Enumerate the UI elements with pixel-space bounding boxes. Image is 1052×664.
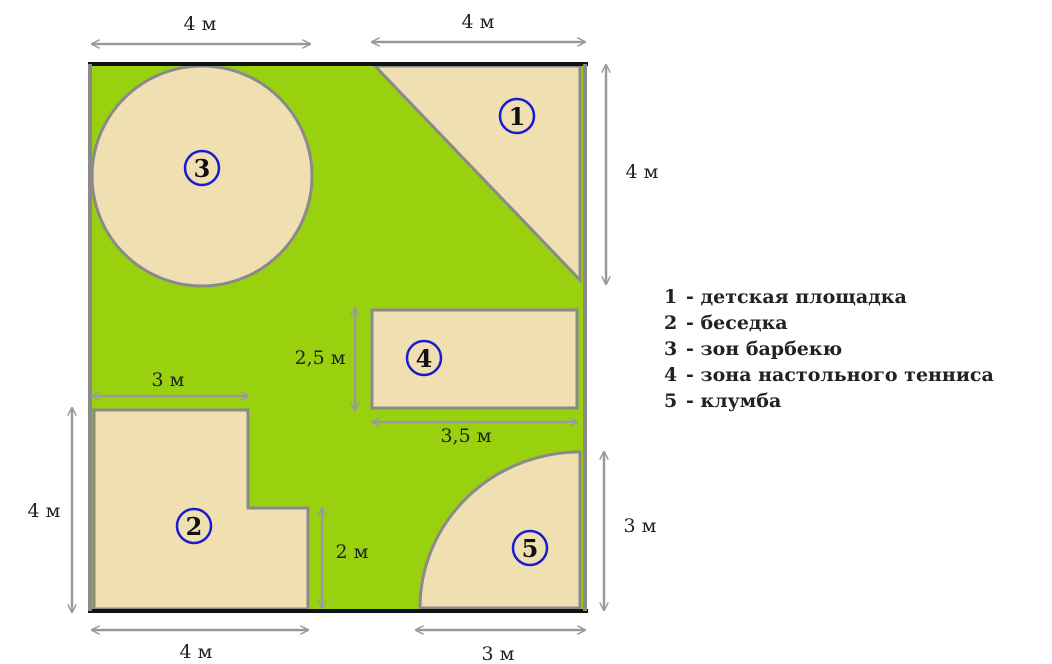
legend-number: 4 — [664, 364, 678, 386]
marker-zone-1: 1 — [498, 97, 536, 135]
marker-label: 2 — [186, 512, 203, 541]
dim-bottom-right-label: 3 м — [482, 643, 515, 664]
dim-gazebo-top-label: 3 м — [152, 369, 185, 391]
marker-zone-5: 5 — [511, 529, 549, 567]
marker-label: 1 — [509, 102, 526, 131]
dim-right-upper-label: 4 м — [626, 161, 659, 183]
zone-flowerbed — [418, 450, 582, 610]
dim-top-left-label: 4 м — [184, 13, 217, 35]
legend-number: 1 — [664, 286, 678, 308]
marker-zone-3: 3 — [183, 149, 221, 187]
dim-table-width-label: 3,5 м — [440, 425, 491, 447]
legend-item: 2 - беседка — [664, 310, 994, 336]
legend-text: - детская площадка — [686, 286, 907, 308]
dim-table-height-label: 2,5 м — [294, 347, 345, 369]
marker-zone-4: 4 — [405, 339, 443, 377]
legend-text: - зона настольного тенниса — [686, 364, 994, 386]
marker-label: 3 — [194, 154, 211, 183]
legend-item: 3 - зон барбекю — [664, 336, 994, 362]
dim-gazebo-left-label: 4 м — [28, 500, 61, 522]
marker-zone-2: 2 — [175, 507, 213, 545]
marker-label: 4 — [416, 344, 433, 373]
dim-gazebo-step-label: 2 м — [336, 541, 369, 563]
dim-right-lower-label: 3 м — [624, 515, 657, 537]
marker-label: 5 — [522, 534, 539, 563]
legend-text: - беседка — [686, 312, 788, 334]
legend-number: 2 — [664, 312, 678, 334]
zone-table-tennis — [370, 308, 579, 410]
legend-item: 1 - детская площадка — [664, 284, 994, 310]
legend-text: - зон барбекю — [686, 338, 843, 360]
dim-top-right-label: 4 м — [462, 11, 495, 33]
legend-item: 5 - клумба — [664, 388, 994, 414]
legend-number: 3 — [664, 338, 678, 360]
dim-bottom-left-label: 4 м — [180, 641, 213, 663]
legend-text: - клумба — [686, 390, 782, 412]
legend-item: 4 - зона настольного тенниса — [664, 362, 994, 388]
legend: 1 - детская площадка 2 - беседка 3 - зон ба… — [664, 284, 994, 414]
legend-number: 5 — [664, 390, 678, 412]
